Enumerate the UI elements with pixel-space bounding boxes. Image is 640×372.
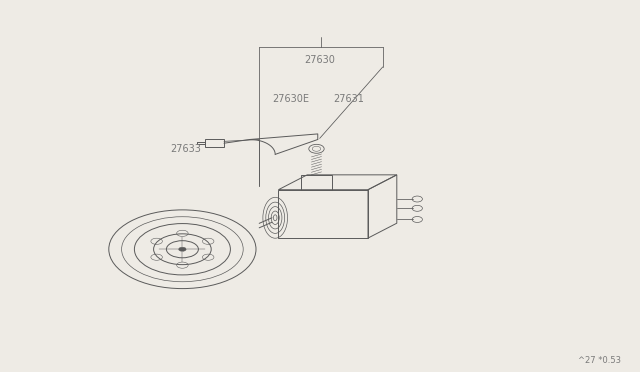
Text: 27630: 27630 [305, 55, 335, 65]
Ellipse shape [179, 247, 186, 251]
Text: ^27 *0.53: ^27 *0.53 [578, 356, 621, 365]
Text: 27631: 27631 [333, 94, 364, 103]
Text: 27630E: 27630E [273, 94, 310, 103]
Text: 27633: 27633 [170, 144, 201, 154]
